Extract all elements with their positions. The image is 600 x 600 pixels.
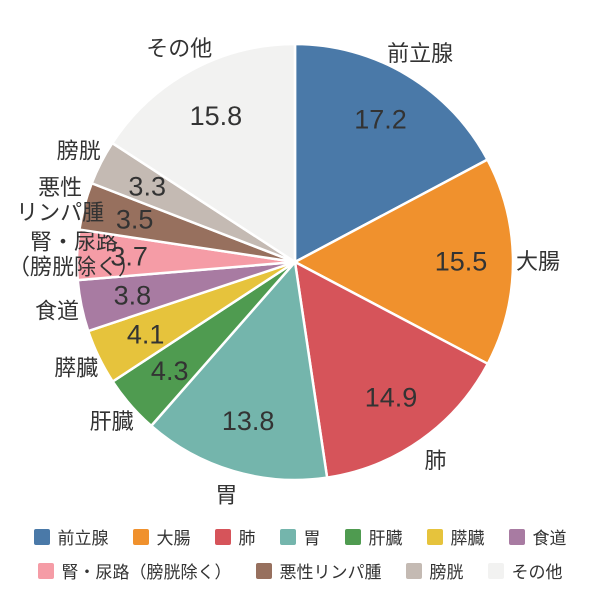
slice-value-1: 15.5 (435, 247, 488, 277)
pie-slice-2 (293, 260, 490, 479)
legend-label: 腎・尿路（膀胱除く） (61, 563, 232, 582)
legend-row-0: 前立腺 大腸 肺 胃 肝臓 膵臓 食道 (33, 524, 567, 549)
pie-slice-1 (293, 158, 515, 366)
legend-swatch-icon (255, 562, 272, 579)
slice-label-7: 腎・尿路（膀胱除く） (8, 229, 140, 279)
legend-item-8: 悪性リンパ腫 (255, 558, 382, 583)
slice-label-10: その他 (146, 36, 212, 61)
legend-item-10: その他 (487, 558, 563, 583)
slice-value-6: 3.8 (114, 280, 152, 310)
legend-label: 肺 (238, 529, 256, 548)
legend-label: 膵臓 (450, 529, 485, 548)
slice-value-2: 14.9 (365, 383, 418, 413)
pie-chart: 17.2 前立腺 15.5 大腸 14.9 肺 13.8 胃 4.3 肝臓 4.1 膵臓 3.8 食道 3.… (8, 36, 560, 508)
slice-value-8: 3.5 (116, 204, 154, 234)
legend-swatch-icon (214, 528, 231, 545)
legend-label: その他 (511, 563, 563, 582)
legend-item-9: 膀胱 (405, 558, 464, 583)
slice-label-3: 胃 (215, 483, 237, 508)
chart-legend: 前立腺 大腸 肺 胃 肝臓 膵臓 食道腎・尿路（膀胱除く） 悪性リンパ腫 膀胱 その他 (0, 524, 600, 583)
legend-swatch-icon (33, 528, 50, 545)
legend-label: 大腸 (156, 529, 191, 548)
legend-item-7: 腎・尿路（膀胱除く） (37, 558, 232, 583)
slice-label-1: 大腸 (516, 249, 560, 274)
pie-slice-0 (293, 42, 489, 264)
legend-item-2: 肺 (214, 524, 256, 549)
pie-slice-10 (111, 42, 297, 264)
legend-item-6: 食道 (508, 524, 567, 549)
slice-label-5: 膵臓 (54, 356, 98, 381)
legend-item-1: 大腸 (132, 524, 191, 549)
legend-label: 食道 (532, 529, 567, 548)
legend-swatch-icon (508, 528, 525, 545)
legend-label: 前立腺 (57, 529, 109, 548)
slice-value-3: 13.8 (222, 406, 275, 436)
slice-label-2: 肺 (424, 448, 446, 473)
pie-slice-3 (149, 260, 329, 482)
legend-swatch-icon (426, 528, 443, 545)
slice-label-6: 食道 (35, 299, 79, 324)
legend-label: 悪性リンパ腫 (279, 563, 382, 582)
legend-label: 胃 (303, 529, 321, 548)
legend-item-4: 肝臓 (344, 524, 403, 549)
slice-value-10: 15.8 (190, 101, 243, 131)
slice-value-7: 3.7 (110, 242, 148, 272)
legend-label: 膀胱 (429, 563, 464, 582)
slice-value-5: 4.1 (127, 319, 165, 349)
legend-item-5: 膵臓 (426, 524, 485, 549)
slice-value-0: 17.2 (354, 105, 407, 135)
legend-item-0: 前立腺 (33, 524, 109, 549)
legend-swatch-icon (405, 562, 422, 579)
legend-swatch-icon (344, 528, 361, 545)
slice-label-8: 悪性リンパ腫 (16, 175, 104, 225)
legend-swatch-icon (487, 562, 504, 579)
legend-swatch-icon (132, 528, 149, 545)
slice-label-4: 肝臓 (90, 409, 134, 434)
legend-swatch-icon (279, 528, 296, 545)
legend-row-1: 腎・尿路（膀胱除く） 悪性リンパ腫 膀胱 その他 (37, 558, 563, 583)
slice-label-9: 膀胱 (57, 139, 101, 164)
legend-swatch-icon (37, 562, 54, 579)
legend-label: 肝臓 (368, 529, 403, 548)
slice-value-9: 3.3 (128, 171, 166, 201)
slice-label-0: 前立腺 (387, 41, 453, 66)
slice-value-4: 4.3 (151, 356, 189, 386)
legend-item-3: 胃 (279, 524, 321, 549)
